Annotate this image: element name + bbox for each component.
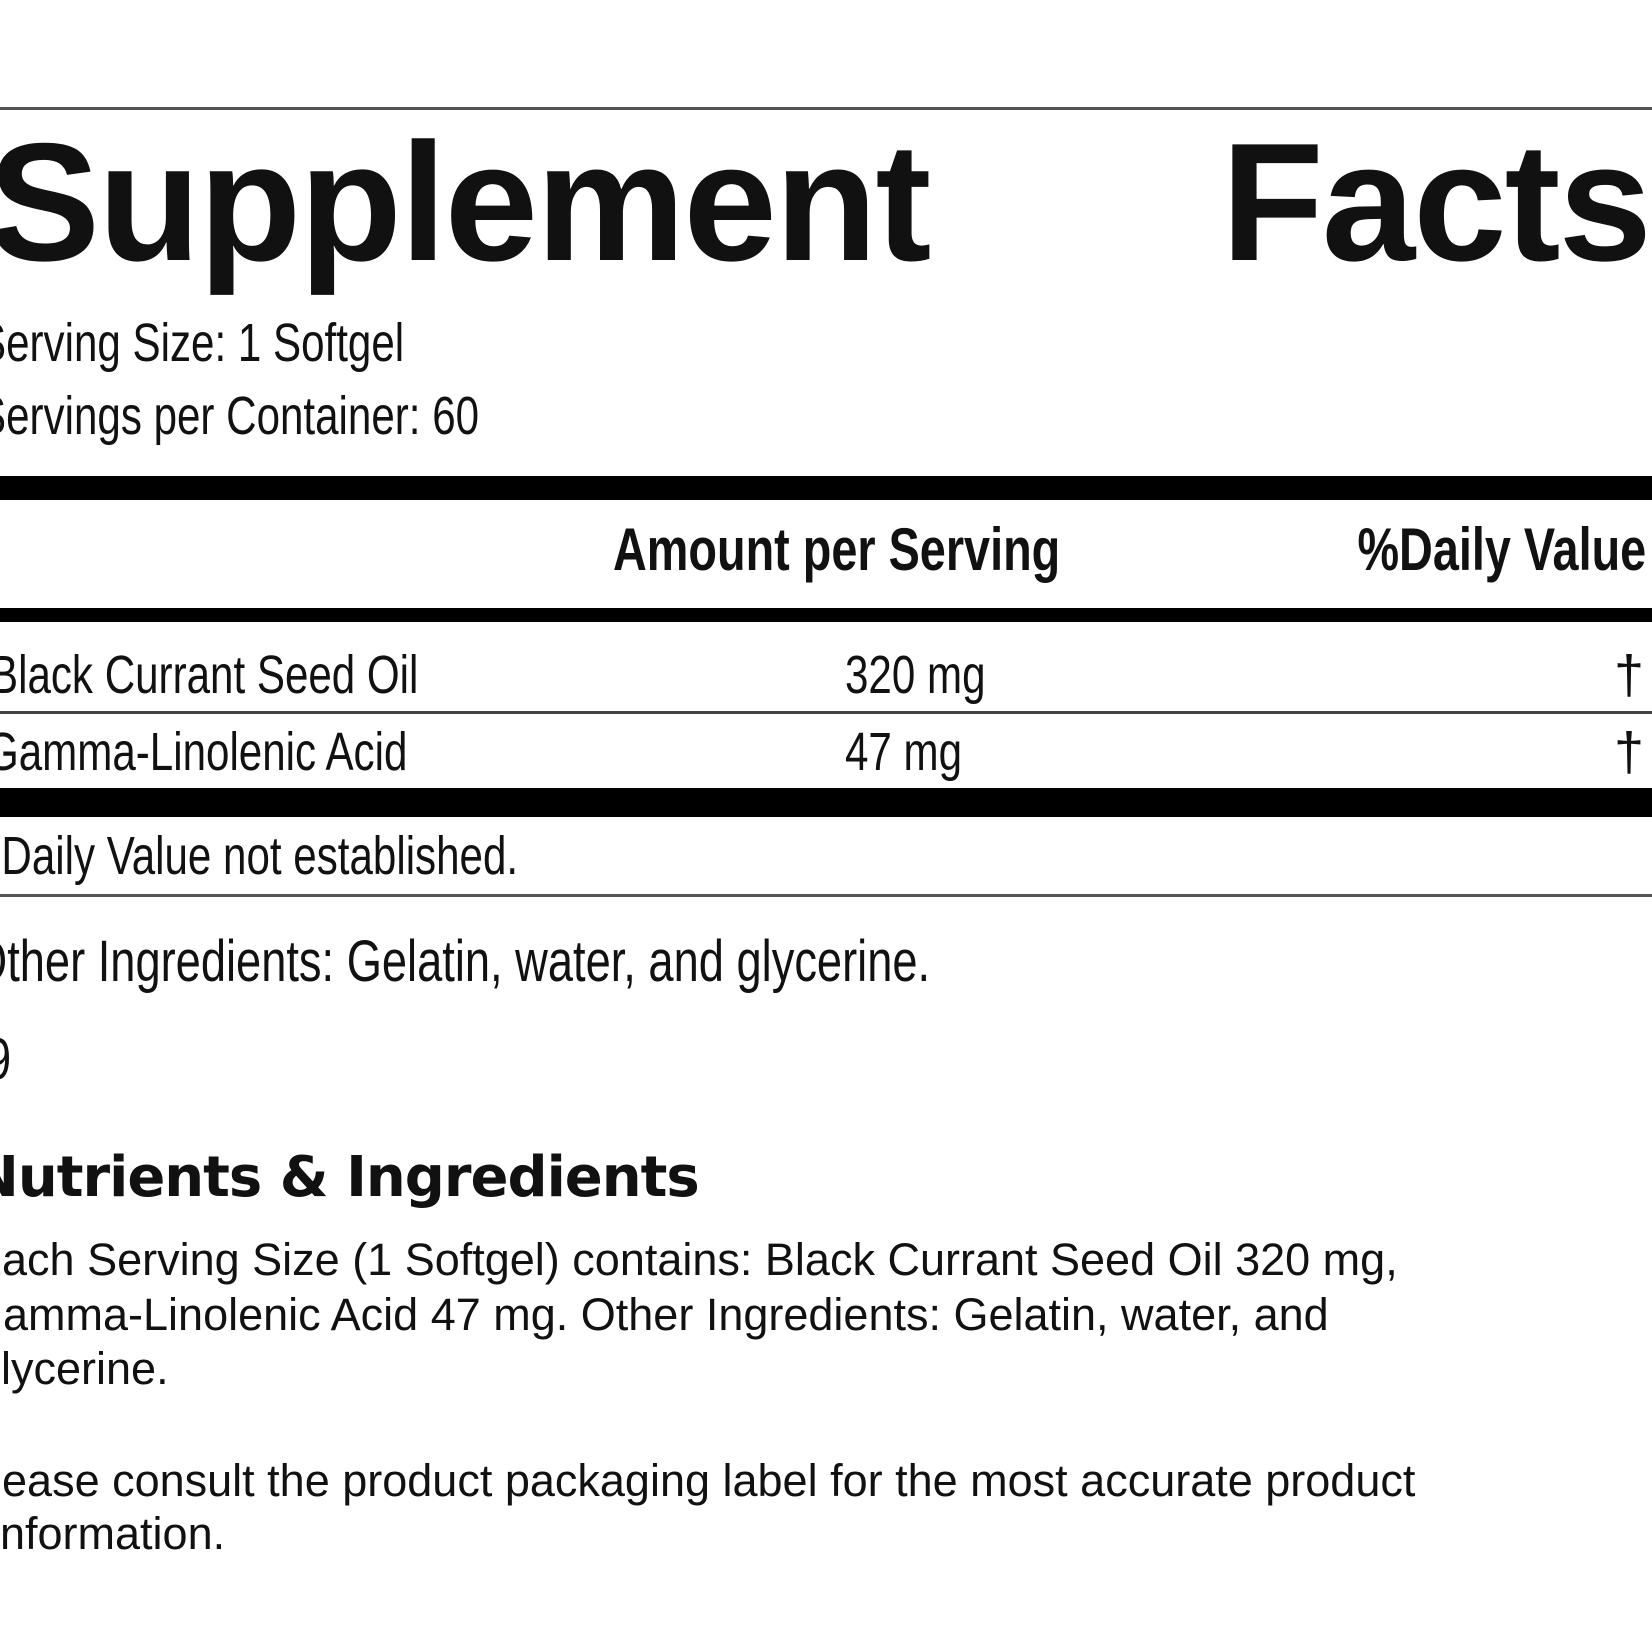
row-name: Gamma-Linolenic Acid xyxy=(0,722,408,782)
amount-per-serving-header: Amount per Serving xyxy=(613,516,1061,583)
servings-per-container: Servings per Container: 60 xyxy=(0,386,480,446)
thick-rule-1 xyxy=(0,476,1652,500)
row-dv-dagger: † xyxy=(1613,645,1644,705)
title-facts: Facts xyxy=(1221,108,1652,296)
serving-size: Serving Size: 1 Softgel xyxy=(0,313,405,373)
thick-rule-2 xyxy=(0,608,1652,622)
product-code: 9 xyxy=(0,1031,11,1089)
bottom-rule xyxy=(0,894,1652,897)
top-rule xyxy=(0,107,1652,110)
nutrients-ingredients-heading: Nutrients & Ingredients xyxy=(0,1145,700,1210)
disclaimer-line: Please consult the product packaging lab… xyxy=(0,1455,1416,1506)
thick-rule-3 xyxy=(0,788,1652,817)
disclaimer-line: information. xyxy=(0,1508,226,1559)
row-amount: 47 mg xyxy=(845,722,963,782)
title-supplement: Supplement xyxy=(0,108,931,296)
footnote: †Daily Value not established. xyxy=(0,826,519,886)
row-dv-dagger: † xyxy=(1613,722,1644,782)
daily-value-header: %Daily Value xyxy=(1357,516,1646,583)
ingredients-line: Each Serving Size (1 Softgel) contains: … xyxy=(0,1234,1398,1285)
ingredients-line: glycerine. xyxy=(0,1343,169,1394)
ingredients-line: Gamma-Linolenic Acid 47 mg. Other Ingred… xyxy=(0,1289,1329,1340)
row-amount: 320 mg xyxy=(845,645,986,705)
thin-row-rule xyxy=(0,711,1652,714)
row-name: Black Currant Seed Oil xyxy=(0,645,419,705)
other-ingredients: Other Ingredients: Gelatin, water, and g… xyxy=(0,929,931,994)
